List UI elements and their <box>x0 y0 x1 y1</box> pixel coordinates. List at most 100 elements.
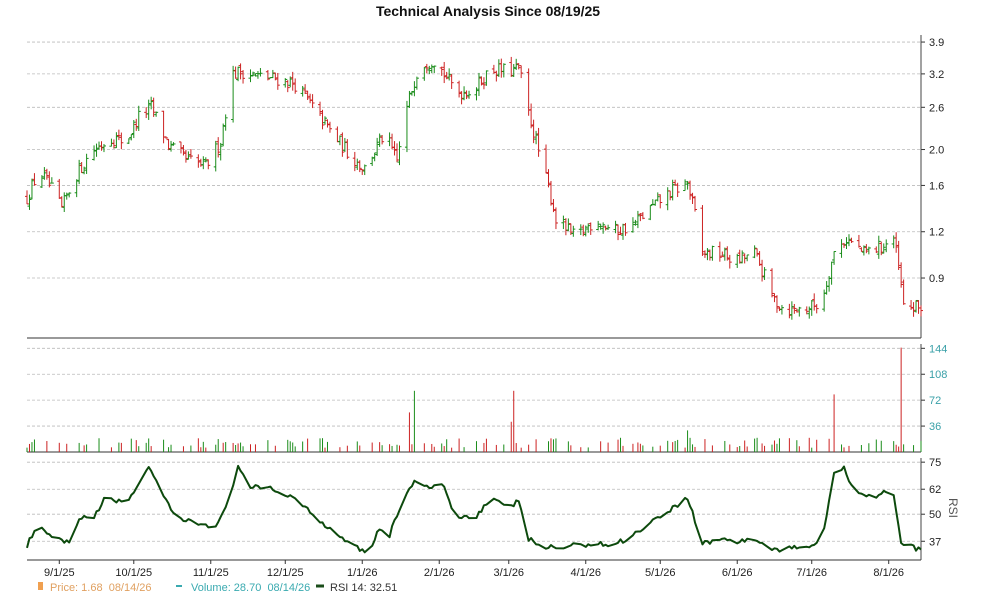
price-bar <box>310 94 315 109</box>
price-bar <box>129 134 134 141</box>
price-bar <box>814 304 819 314</box>
price-bar <box>544 144 549 174</box>
price-bar <box>283 78 288 88</box>
price-bar <box>832 251 837 265</box>
price-bar <box>188 149 193 159</box>
price-bar <box>640 212 645 220</box>
price-bar <box>630 217 635 233</box>
price-bar <box>603 225 608 231</box>
price-bar <box>422 67 427 81</box>
price-bar <box>250 71 255 77</box>
price-bar <box>377 133 382 147</box>
price-bar <box>479 76 484 86</box>
legend-price-label: Price: 1.68 08/14/26 <box>50 582 152 594</box>
price-bar <box>32 173 37 186</box>
price-bar <box>553 207 558 230</box>
price-bar <box>427 65 432 75</box>
price-bar <box>601 222 606 234</box>
price-bar <box>519 65 524 79</box>
price-bar <box>861 245 866 256</box>
legend: Price: 1.68 08/14/26 Volume: 28.70 08/14… <box>38 582 397 594</box>
price-bar <box>511 64 516 78</box>
x-tick-label: 4/1/26 <box>570 567 601 579</box>
price-bar <box>635 210 640 229</box>
x-tick-label: 6/1/26 <box>722 567 753 579</box>
price-bar <box>914 299 919 313</box>
price-bar <box>213 140 218 172</box>
price-bar <box>253 73 258 77</box>
x-tick-label: 10/1/25 <box>115 567 152 579</box>
price-bar <box>700 205 705 256</box>
price-bar <box>303 84 308 94</box>
price-bar <box>409 91 414 96</box>
price-bar <box>218 142 223 161</box>
price-bar <box>241 70 246 84</box>
price-bar <box>82 166 87 175</box>
price-bar <box>760 259 765 282</box>
price-bar <box>901 279 906 305</box>
price-bar <box>586 223 591 233</box>
price-bar <box>598 223 603 230</box>
price-bar <box>183 149 188 163</box>
price-bar <box>290 71 295 91</box>
legend-price-swatch <box>38 582 43 590</box>
price-bar <box>881 243 886 254</box>
price-bar <box>236 66 241 82</box>
price-bar <box>404 100 409 153</box>
price-bar <box>789 301 794 320</box>
price-bar <box>896 240 901 270</box>
price-bar <box>710 245 715 261</box>
volume-tick-label: 72 <box>929 395 941 407</box>
price-tick-label: 0.9 <box>929 273 944 285</box>
price-bar <box>797 306 802 317</box>
price-bar <box>457 80 462 98</box>
price-bar <box>844 237 849 249</box>
price-bar <box>101 144 106 153</box>
price-bar <box>116 129 121 141</box>
price-bar <box>842 242 847 248</box>
price-bar <box>198 158 203 167</box>
x-tick-label: 9/1/25 <box>44 567 75 579</box>
price-bar <box>355 158 360 170</box>
price-bar <box>516 63 521 70</box>
price-bar <box>39 175 44 189</box>
rsi-tick-label: 37 <box>929 536 941 548</box>
price-bar <box>47 171 52 188</box>
price-bar <box>372 152 377 162</box>
price-bar <box>178 141 183 154</box>
price-bar <box>668 190 673 201</box>
price-bar <box>305 90 310 100</box>
price-bar <box>362 164 367 176</box>
price-bar <box>447 68 452 81</box>
price-bar <box>727 254 732 269</box>
price-bar <box>203 157 208 163</box>
price-bar <box>581 224 586 237</box>
price-bar <box>201 156 206 170</box>
price-bar <box>392 141 397 156</box>
price-bar <box>181 144 186 156</box>
price-bar <box>824 281 829 295</box>
price-bar <box>583 225 588 237</box>
price-bar <box>737 249 742 264</box>
price-bar <box>380 134 385 145</box>
rsi-tick-label: 50 <box>929 509 941 521</box>
price-bar <box>171 142 176 146</box>
price-bar <box>293 78 298 94</box>
price-bar <box>414 76 419 90</box>
price-bar <box>231 65 236 123</box>
price-bar <box>911 302 916 317</box>
price-bar <box>464 90 469 100</box>
price-bar <box>809 299 814 316</box>
price-bar <box>352 151 357 172</box>
x-tick-label: 7/1/26 <box>796 567 827 579</box>
price-bar <box>777 306 782 312</box>
price-bar <box>675 182 680 198</box>
price-bar <box>529 103 534 129</box>
price-bar <box>449 73 454 89</box>
price-bar <box>161 110 166 144</box>
price-bar <box>717 241 722 262</box>
price-bar <box>849 237 854 243</box>
price-tick-label: 3.9 <box>929 37 944 49</box>
x-tick-label: 11/1/25 <box>193 567 229 579</box>
